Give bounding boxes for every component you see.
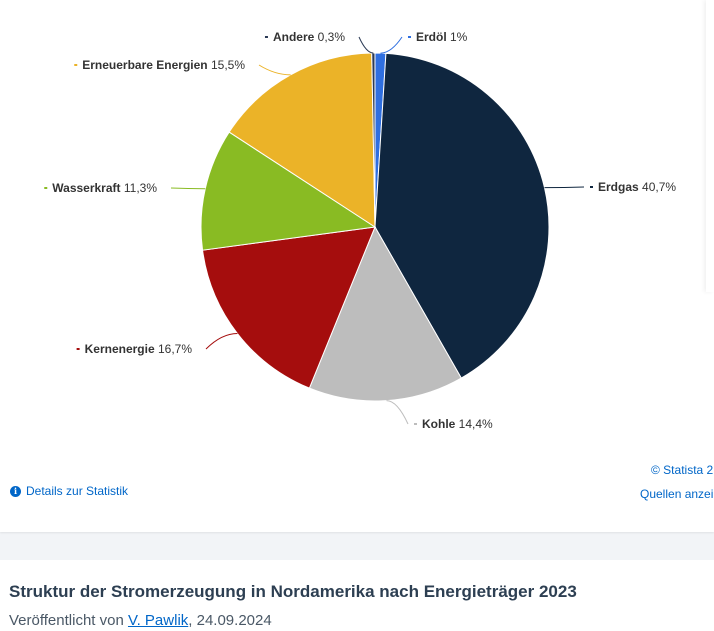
connector-wasserkraft [170, 187, 206, 190]
details-link[interactable]: i Details zur Statistik [10, 484, 128, 498]
data-label-kohle: Kohle 14,4% [422, 417, 493, 431]
data-label-erdgas: Erdgas 40,7% [598, 180, 676, 194]
connector-kernenergie [205, 333, 238, 350]
connector-erdoel [380, 36, 403, 54]
published-date: , 24.09.2024 [188, 612, 272, 629]
pie-slice-kernenergie[interactable] [201, 226, 376, 389]
label-bullet-kohle [414, 423, 417, 425]
label-bullet-erneuerbare-energien [74, 64, 78, 66]
statistic-meta: Struktur der Stromerzeugung in Nordameri… [0, 560, 714, 631]
published-prefix: Veröffentlicht von [9, 612, 128, 629]
chart-card: Erdöl 1% Erdgas 40,7% Kohle 14,4% Kernenerg… [0, 0, 714, 532]
label-bullet-erdoel [408, 36, 411, 38]
data-label-wasserkraft: Wasserkraft 11,3% [52, 181, 157, 195]
pie-slice-erneuerbare-energien[interactable] [228, 52, 376, 228]
data-label-erneuerbare-energien: Erneuerbare Energien 15,5% [82, 58, 245, 72]
label-bullet-andere [264, 36, 268, 38]
pie-slice-erdgas[interactable] [374, 52, 550, 379]
author-link[interactable]: V. Pawlik [127, 612, 189, 629]
statistic-title: Struktur der Stromerzeugung in Nordameri… [9, 582, 577, 601]
pie-chart: Erdöl 1% Erdgas 40,7% Kohle 14,4% Kernenerg… [44, 30, 676, 431]
pie-slice-wasserkraft[interactable] [200, 131, 377, 251]
data-label-andere: Andere 0,3% [273, 30, 345, 44]
connector-kohle [386, 400, 409, 425]
label-bullet-erdgas [590, 186, 593, 188]
published-line: Veröffentlicht von V. Pawlik, 24.09.2024 [9, 612, 272, 629]
info-icon: i [10, 485, 21, 497]
side-panel-edge [706, 0, 714, 292]
label-bullet-wasserkraft [44, 187, 48, 189]
connector-erneuerbare-energien [258, 64, 291, 76]
copyright-link[interactable]: © Statista 2 [651, 463, 714, 477]
sources-link[interactable]: Quellen anzei [640, 487, 714, 501]
data-label-erdoel: Erdöl 1% [416, 30, 468, 44]
pie-slice-kohle[interactable] [308, 225, 462, 402]
connector-andere [358, 36, 374, 54]
details-link-label: Details zur Statistik [26, 484, 129, 498]
data-label-kernenergie: Kernenergie 16,7% [85, 342, 193, 356]
connector-erdgas [544, 186, 585, 189]
label-bullet-kernenergie [76, 348, 80, 350]
